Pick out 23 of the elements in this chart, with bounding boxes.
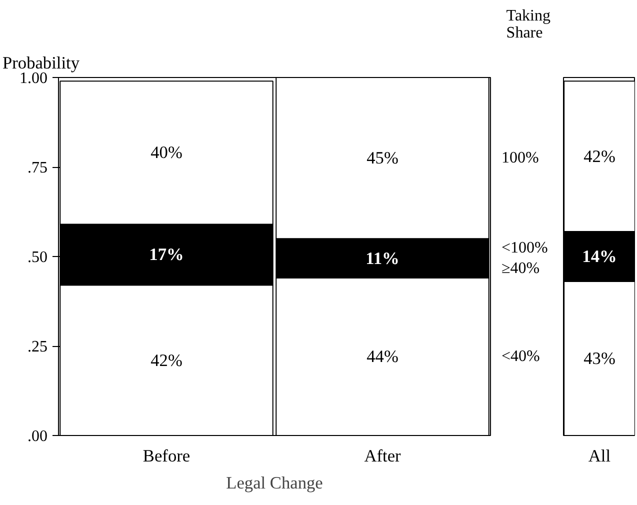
- series-label: <100% ≥40%: [502, 240, 548, 277]
- data-label: 17%: [149, 245, 184, 264]
- y-tick-label: 1.00: [20, 70, 48, 87]
- y-tick-label: .75: [28, 160, 48, 176]
- data-label: 45%: [366, 148, 398, 168]
- series-label: <40%: [502, 348, 540, 366]
- data-label: 42%: [150, 350, 182, 370]
- data-label: 43%: [584, 349, 616, 368]
- series-label: 100%: [502, 150, 539, 167]
- x-tick-label: After: [364, 446, 402, 466]
- y-tick-label: .50: [28, 249, 48, 266]
- x-tick-label: All: [588, 446, 611, 466]
- data-label: 42%: [584, 146, 616, 166]
- y-tick-label: .00: [28, 428, 48, 445]
- data-label: 11%: [366, 248, 400, 268]
- y-tick-label: .25: [28, 338, 48, 356]
- data-label: 44%: [366, 347, 398, 366]
- data-label: 40%: [150, 143, 182, 162]
- legend-title: Taking Share: [506, 8, 550, 42]
- x-tick-label: Before: [142, 446, 190, 466]
- x-axis-title: Legal Change: [226, 474, 324, 492]
- y-axis-title: Probability: [2, 54, 80, 72]
- data-label: 14%: [582, 247, 617, 266]
